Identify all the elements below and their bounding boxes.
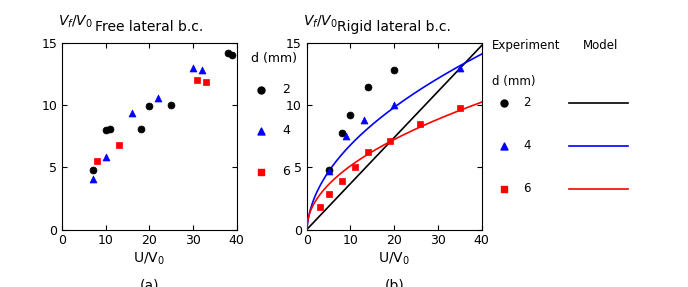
- Point: [222, 51, 233, 55]
- Text: 2: 2: [524, 96, 531, 109]
- X-axis label: U/V$_0$: U/V$_0$: [133, 250, 165, 267]
- Text: 4: 4: [524, 139, 531, 152]
- Point: [389, 103, 400, 108]
- Text: $V_f/V_0$: $V_f/V_0$: [58, 13, 94, 30]
- Point: [358, 118, 369, 123]
- Point: [87, 176, 98, 181]
- Point: [196, 68, 207, 73]
- Point: [100, 128, 111, 132]
- Point: [454, 105, 465, 110]
- Point: [201, 79, 212, 84]
- Point: [92, 159, 103, 164]
- Point: [336, 179, 347, 183]
- Text: $V_f/V_0$: $V_f/V_0$: [303, 13, 338, 30]
- Text: (a): (a): [140, 278, 159, 287]
- Point: [336, 130, 347, 135]
- Text: d (mm): d (mm): [250, 53, 297, 65]
- Point: [350, 165, 361, 170]
- Point: [127, 110, 138, 115]
- Text: 4: 4: [282, 124, 290, 137]
- Text: 6: 6: [524, 182, 531, 195]
- Point: [345, 113, 356, 117]
- Point: [306, 224, 317, 229]
- Point: [100, 155, 111, 160]
- Text: Rigid lateral b.c.: Rigid lateral b.c.: [337, 20, 451, 34]
- Text: 6: 6: [282, 165, 290, 178]
- Point: [323, 168, 334, 172]
- Text: Experiment: Experiment: [492, 39, 561, 52]
- Point: [363, 150, 374, 155]
- Point: [87, 168, 98, 172]
- Point: [227, 53, 238, 58]
- Text: 2: 2: [282, 83, 290, 96]
- Point: [415, 122, 426, 126]
- Text: d (mm): d (mm): [492, 75, 535, 88]
- Point: [314, 205, 325, 210]
- Point: [306, 219, 317, 224]
- Point: [363, 84, 374, 89]
- Text: (b): (b): [385, 278, 404, 287]
- Point: [385, 139, 396, 144]
- Point: [105, 127, 116, 131]
- Point: [323, 191, 334, 196]
- X-axis label: U/V$_0$: U/V$_0$: [378, 250, 410, 267]
- Point: [389, 68, 400, 73]
- Point: [61, 218, 72, 223]
- Point: [192, 78, 203, 83]
- Point: [114, 143, 125, 147]
- Point: [144, 104, 155, 109]
- Point: [166, 103, 177, 108]
- Point: [323, 169, 334, 173]
- Point: [135, 127, 146, 131]
- Point: [61, 224, 72, 228]
- Point: [454, 66, 465, 70]
- Point: [306, 222, 317, 226]
- Point: [153, 96, 164, 100]
- Point: [188, 66, 199, 70]
- Text: Model: Model: [583, 39, 619, 52]
- Point: [61, 221, 72, 225]
- Point: [341, 134, 352, 139]
- Text: Free lateral b.c.: Free lateral b.c.: [95, 20, 204, 34]
